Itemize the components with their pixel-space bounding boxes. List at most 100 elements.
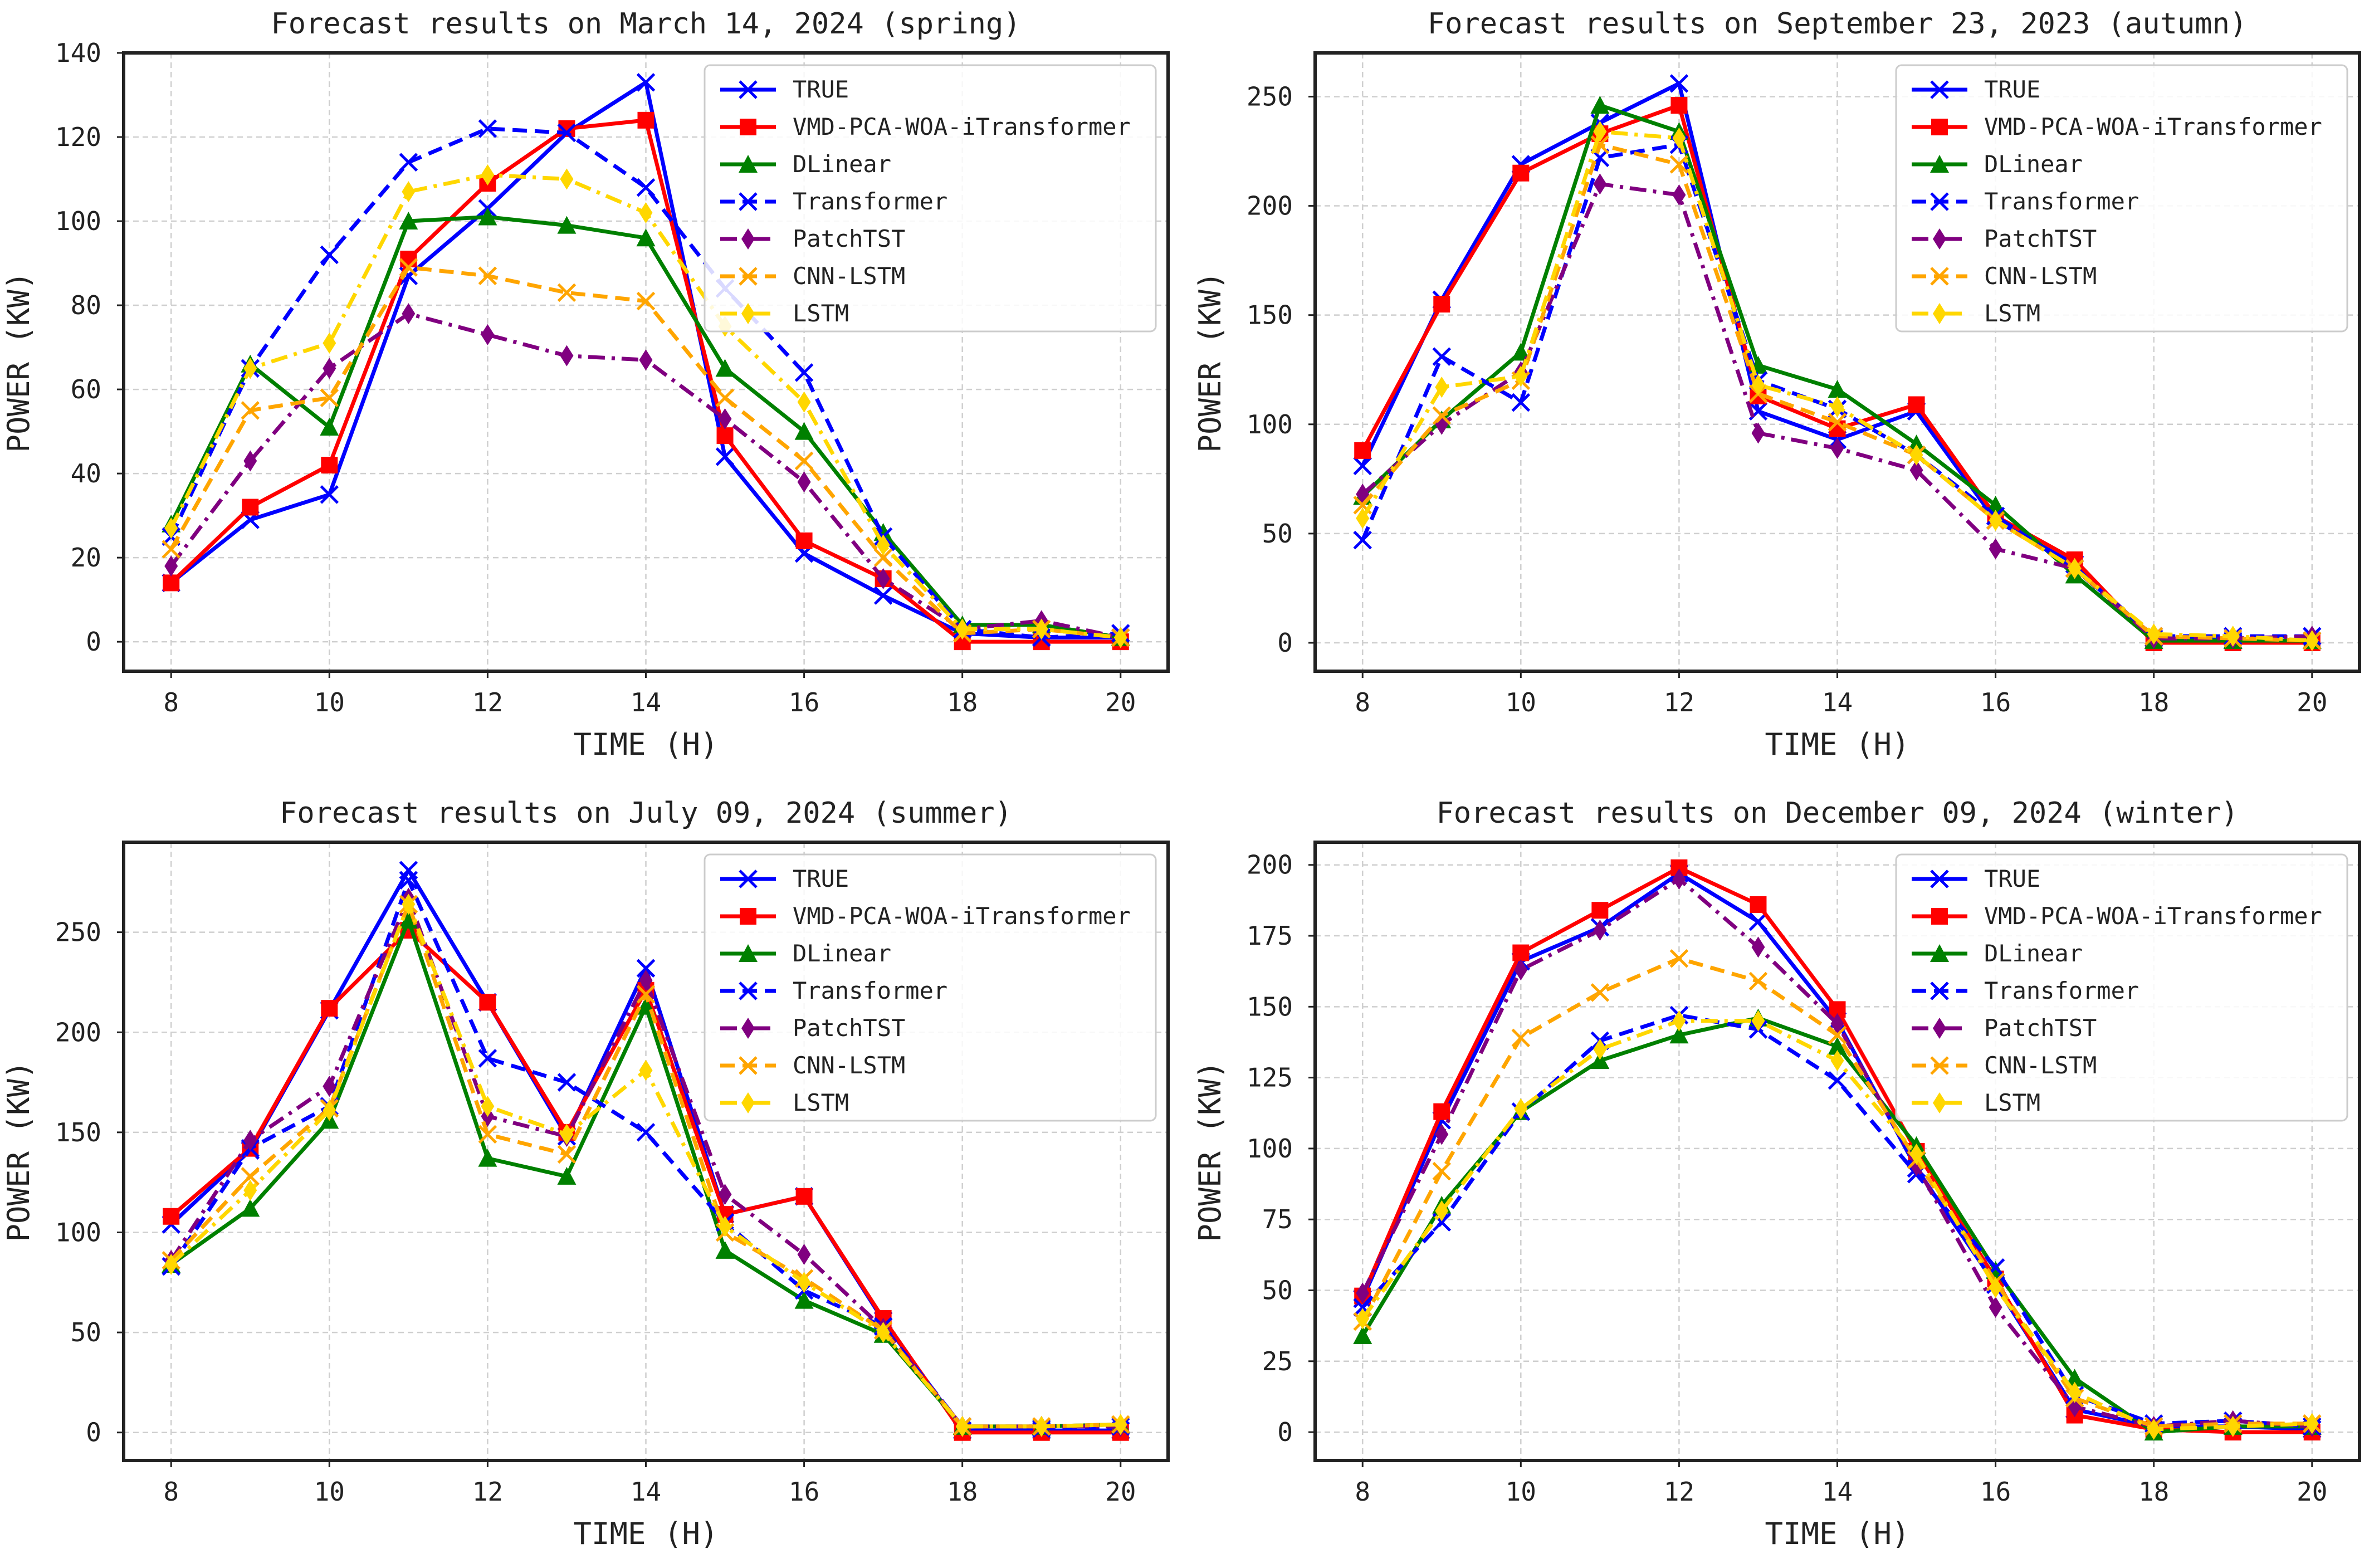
data-point — [794, 1291, 814, 1309]
x-tick-label: 20 — [2297, 687, 2327, 717]
y-tick-label: 250 — [1247, 81, 1293, 111]
data-point — [1669, 74, 1689, 93]
data-point — [557, 283, 577, 302]
x-tick-label: 8 — [1355, 1477, 1370, 1507]
x-tick-label: 10 — [1506, 687, 1536, 717]
x-tick-label: 20 — [2297, 1477, 2327, 1507]
legend-label: PatchTST — [1984, 225, 2097, 252]
y-tick-label: 150 — [1247, 991, 1293, 1022]
data-point — [1593, 121, 1607, 143]
y-tick-label: 50 — [1262, 519, 1293, 549]
legend-marker — [1933, 1018, 1946, 1039]
data-point — [1514, 365, 1528, 387]
legend-label: DLinear — [793, 150, 891, 178]
data-point — [402, 893, 416, 915]
data-point — [399, 212, 418, 230]
data-point — [478, 266, 497, 285]
data-point — [478, 207, 497, 226]
data-point — [478, 119, 497, 138]
x-axis-label: TIME (H) — [1765, 1516, 1909, 1551]
legend-marker — [739, 981, 758, 1000]
data-point — [1514, 1098, 1528, 1120]
data-point — [560, 1124, 574, 1145]
data-point — [636, 985, 656, 1004]
data-point — [1590, 1051, 1610, 1069]
data-point — [1669, 949, 1689, 968]
legend-marker — [1930, 870, 1949, 888]
legend-label: DLinear — [1984, 940, 2083, 967]
legend-label: Transformer — [1984, 977, 2139, 1004]
legend-marker — [1933, 1092, 1946, 1113]
y-tick-label: 200 — [55, 1017, 101, 1047]
data-point — [715, 359, 735, 377]
data-point — [1353, 456, 1372, 476]
data-point — [639, 349, 653, 371]
y-tick-label: 50 — [71, 1317, 101, 1347]
data-point — [1511, 393, 1531, 412]
data-point — [636, 73, 656, 92]
data-point — [1907, 434, 1926, 453]
data-point — [321, 1000, 338, 1017]
data-point — [1593, 173, 1607, 195]
data-point — [1909, 460, 1923, 481]
x-tick-label: 8 — [1355, 687, 1370, 717]
data-point — [323, 1076, 336, 1097]
legend-marker — [1931, 908, 1948, 925]
data-point — [2226, 1415, 2240, 1437]
data-point — [1908, 396, 1925, 413]
data-point — [797, 1272, 811, 1293]
y-tick-label: 140 — [55, 38, 101, 68]
legend-box — [704, 64, 1157, 333]
data-point — [2068, 558, 2082, 579]
data-point — [560, 345, 574, 367]
data-point — [1672, 1010, 1686, 1032]
legend-marker — [1930, 80, 1949, 99]
data-point — [636, 228, 656, 247]
legend-label: PatchTST — [793, 1014, 905, 1042]
legend-box — [1895, 64, 2348, 333]
data-point — [715, 1240, 735, 1259]
x-tick-label: 18 — [947, 687, 978, 717]
data-point — [1356, 1282, 1370, 1304]
data-point — [243, 1180, 257, 1201]
series-lstm — [1356, 121, 2319, 652]
y-tick-label: 250 — [55, 917, 101, 947]
legend-label: LSTM — [1984, 300, 2040, 327]
data-point — [243, 358, 257, 379]
data-point — [1751, 374, 1765, 396]
legend-marker — [740, 119, 756, 135]
data-point — [399, 258, 418, 277]
y-tick-label: 100 — [1247, 1134, 1293, 1164]
data-point — [1514, 959, 1528, 981]
legend-marker — [1930, 267, 1949, 286]
x-axis-label: TIME (H) — [573, 727, 718, 762]
x-tick-label: 18 — [2138, 687, 2169, 717]
x-tick-label: 8 — [163, 687, 179, 717]
data-point — [1989, 1297, 2002, 1318]
legend-label: DLinear — [1984, 150, 2083, 178]
data-point — [242, 499, 259, 516]
data-point — [639, 969, 653, 991]
data-point — [716, 427, 734, 444]
legend-marker — [739, 192, 758, 211]
data-point — [164, 517, 178, 539]
data-point — [1828, 1037, 1847, 1055]
data-point — [639, 202, 653, 223]
data-point — [715, 388, 735, 407]
x-tick-label: 8 — [163, 1477, 179, 1507]
plot-frame — [122, 51, 1170, 673]
data-point — [2305, 630, 2319, 652]
series-lstm — [164, 164, 1127, 648]
data-point — [1435, 1200, 1449, 1222]
chart-title: Forecast results on July 09, 2024 (summe… — [280, 797, 1012, 830]
data-point — [481, 1096, 495, 1117]
data-point — [1034, 618, 1048, 640]
data-point — [320, 245, 339, 265]
data-point — [1590, 983, 1610, 1002]
data-point — [1989, 510, 2002, 531]
chart-panel: 8 10 12 14 16 18 200255075100125150175200Forec… — [1193, 797, 2361, 1551]
x-tick-label: 20 — [1105, 687, 1136, 717]
data-point — [1751, 936, 1765, 958]
data-point — [1750, 896, 1767, 914]
y-tick-label: 0 — [86, 1418, 101, 1448]
